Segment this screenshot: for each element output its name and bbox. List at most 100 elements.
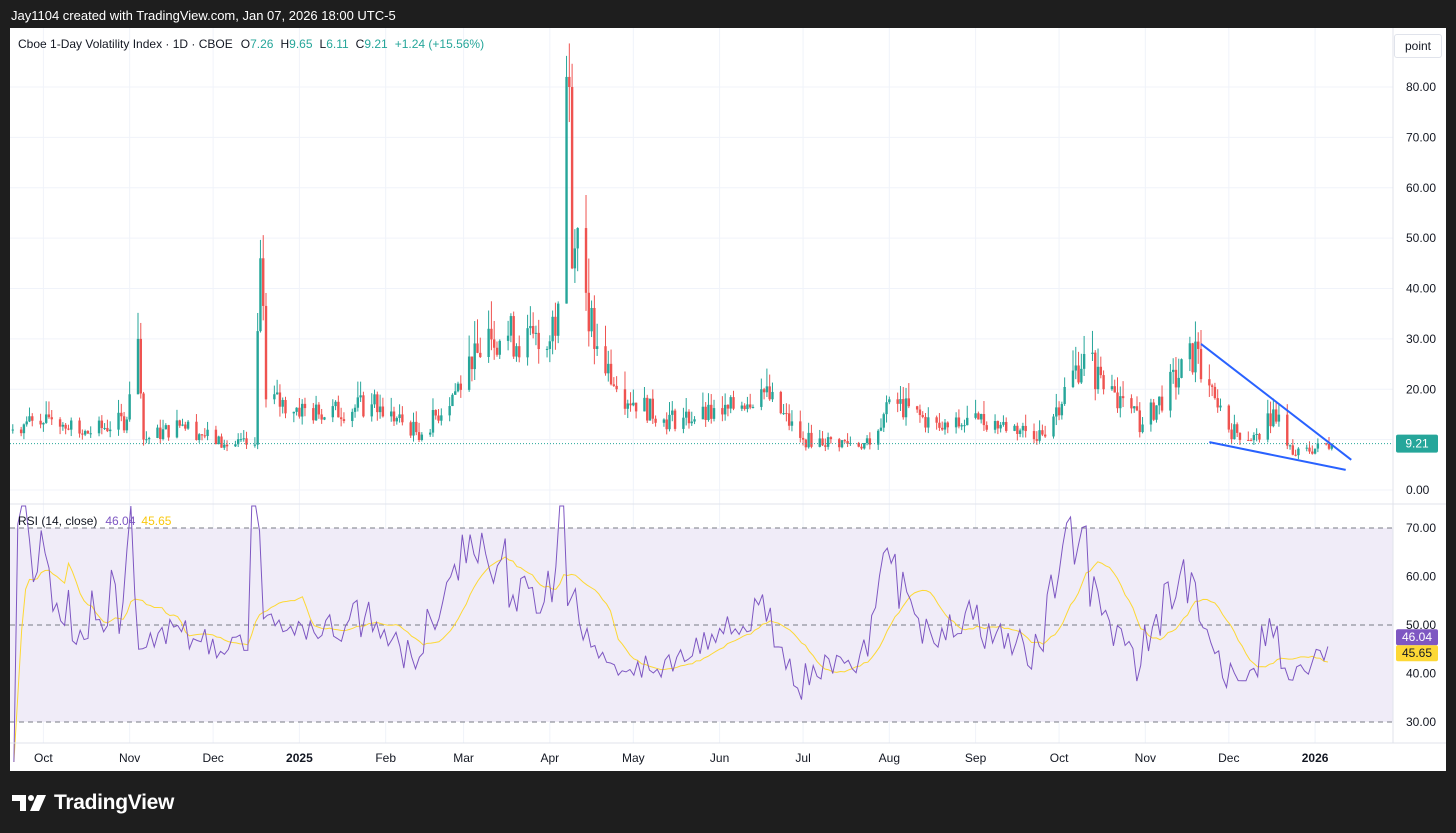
candle [1258, 432, 1261, 443]
candle [314, 395, 318, 422]
candle [19, 426, 23, 437]
chart-frame[interactable]: 80.0070.0060.0050.0040.0030.0020.0010.00… [10, 28, 1446, 771]
candle [25, 416, 28, 427]
candle [448, 397, 451, 422]
time-axis[interactable]: Oct Nov Dec 2025 Feb Mar Apr May Jun Jul Aug Sep Oct… [34, 751, 1329, 765]
candle [1074, 346, 1077, 380]
candle [1177, 358, 1180, 395]
time-tick: Oct [34, 751, 53, 765]
candle [993, 414, 997, 434]
price-axis[interactable]: 80.0070.0060.0050.0040.0030.0020.0010.00… [1406, 80, 1436, 497]
candle [64, 423, 67, 435]
candle [22, 423, 26, 440]
legend-symbol: Cboe 1-Day Volatility Index · 1D · CBOE [18, 37, 233, 51]
unit-button[interactable]: point [1394, 34, 1442, 58]
candle [1199, 329, 1203, 383]
candle [687, 409, 691, 429]
candle [136, 312, 140, 395]
time-tick: Sep [965, 751, 987, 765]
candle [262, 235, 265, 321]
candle [437, 409, 440, 424]
candle [1325, 442, 1328, 446]
candle [634, 402, 638, 419]
candle [915, 405, 919, 413]
candle [300, 399, 304, 425]
candle [807, 422, 810, 449]
price-tick: 20.00 [1406, 382, 1436, 396]
candle [671, 401, 674, 422]
candle [1099, 356, 1103, 379]
candle [1252, 432, 1256, 445]
trendline-lower[interactable] [1209, 441, 1346, 471]
candle [31, 413, 34, 427]
candle [1272, 398, 1275, 428]
candle [765, 368, 769, 398]
candle [548, 335, 552, 363]
candle [690, 411, 693, 426]
candle [1230, 423, 1233, 445]
trendlines[interactable] [1200, 343, 1352, 471]
candle [790, 410, 794, 432]
candle [888, 396, 891, 405]
candle [1247, 431, 1250, 442]
candle [684, 398, 688, 426]
candle [799, 410, 802, 443]
candle [1141, 417, 1144, 434]
caption-text: Jay1104 created with TradingView.com, Ja… [11, 8, 396, 23]
candle [1077, 351, 1080, 385]
trendline-upper[interactable] [1200, 343, 1352, 461]
candle [1249, 438, 1253, 442]
candle [28, 407, 31, 423]
candle [654, 415, 657, 427]
candle [860, 443, 863, 450]
rsi-tick: 50.00 [1406, 618, 1436, 632]
rsi-tick: 70.00 [1406, 521, 1436, 535]
rsi-axis[interactable]: 70.00 60.00 50.00 40.00 30.00 [1406, 521, 1436, 729]
candle [164, 423, 168, 430]
candle [943, 418, 947, 435]
time-tick: Jun [710, 751, 729, 765]
candle [1188, 336, 1192, 372]
candle [331, 399, 334, 423]
candle [1210, 383, 1214, 397]
tradingview-logo[interactable]: TradingView [12, 791, 174, 815]
candle [1191, 342, 1194, 375]
rsi-legend: RSI (14, close) 46.04 45.65 [18, 514, 172, 528]
chart-svg[interactable]: 80.0070.0060.0050.0040.0030.0020.0010.00… [10, 28, 1446, 771]
candle [740, 401, 744, 412]
candle [506, 320, 510, 351]
candle [529, 306, 532, 336]
candle [1130, 394, 1133, 414]
candle [787, 404, 791, 431]
candle [1080, 353, 1083, 384]
candle [117, 399, 120, 436]
candle [782, 404, 785, 415]
candle [882, 412, 885, 433]
candle [281, 397, 284, 414]
candle [587, 258, 591, 347]
candle [1119, 386, 1122, 418]
candle [843, 439, 847, 443]
price-tick: 50.00 [1406, 231, 1436, 245]
candle [139, 322, 142, 399]
candle [612, 377, 616, 388]
candle [1288, 444, 1292, 450]
candle [918, 404, 922, 423]
candle [456, 381, 460, 393]
candle [1294, 449, 1297, 457]
candle [1311, 445, 1314, 455]
candle [100, 415, 104, 435]
candle [771, 382, 774, 402]
rsi-line [13, 505, 1329, 763]
candle [999, 422, 1002, 433]
candle [726, 404, 730, 417]
candle [537, 319, 540, 364]
candle [662, 418, 666, 427]
candle [896, 392, 899, 413]
candle [1316, 438, 1320, 453]
candle [206, 421, 209, 441]
candle [1169, 364, 1172, 418]
caption-bar: Jay1104 created with TradingView.com, Ja… [0, 0, 1456, 28]
candle [47, 401, 51, 419]
candle [412, 412, 415, 442]
